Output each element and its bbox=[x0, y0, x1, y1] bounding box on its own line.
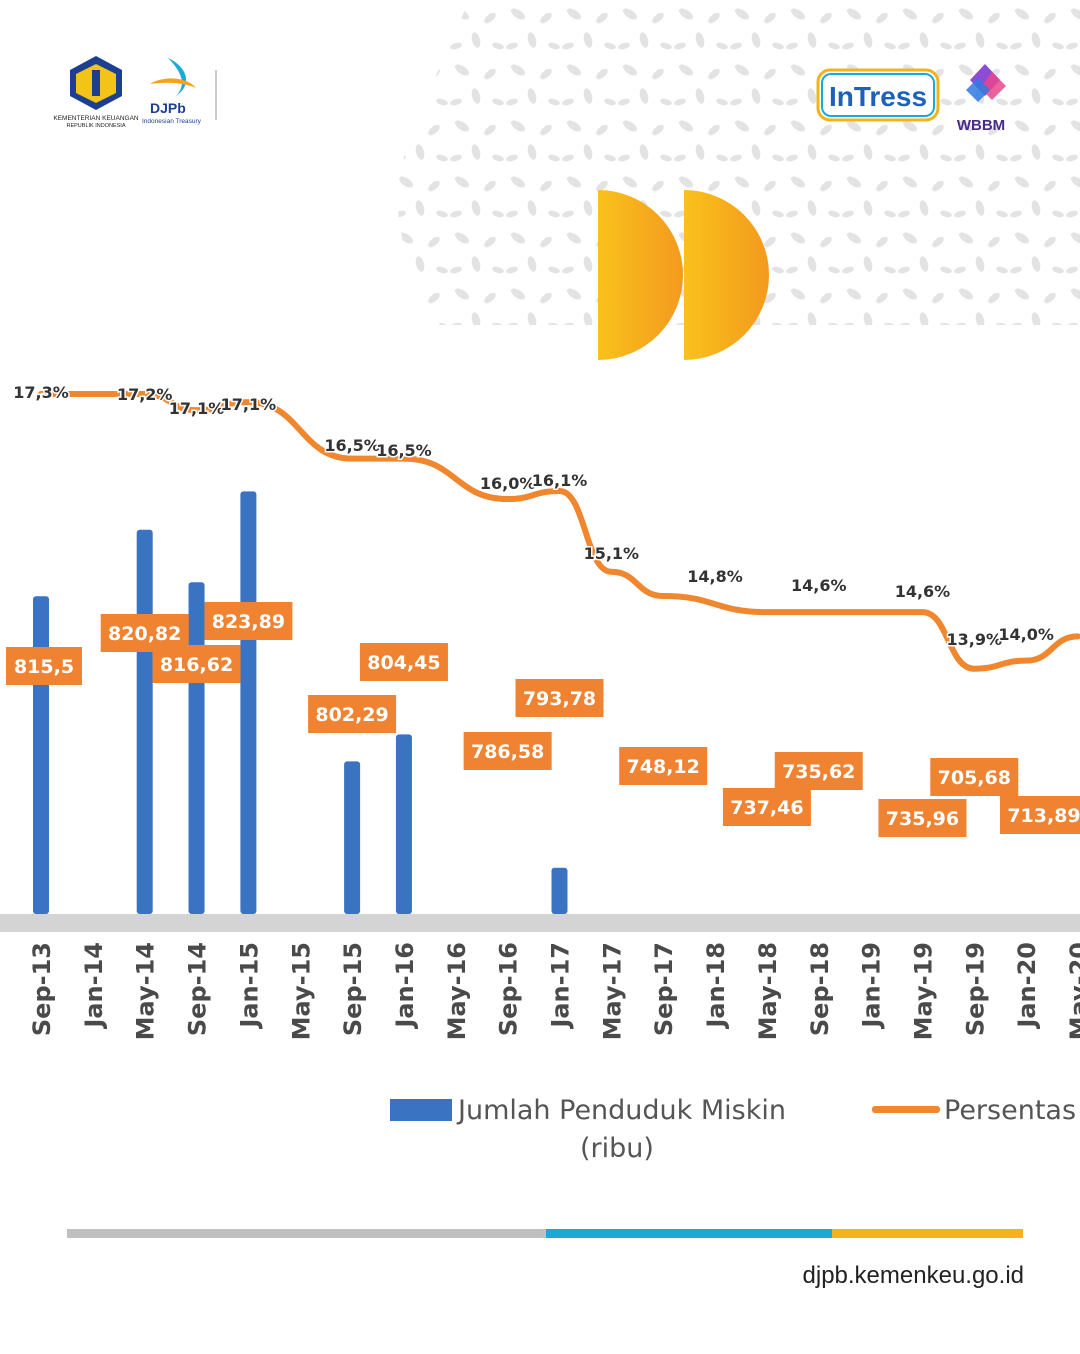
bar-Jan-17 bbox=[551, 867, 568, 914]
legend-bar-label: Jumlah Penduduk Miskin bbox=[456, 1095, 786, 1126]
djpb-logo: DJPb Indonesian Treasury bbox=[142, 58, 202, 125]
bar-label-Sep-16: 786,58 bbox=[471, 741, 544, 763]
x-tick-Sep-16: Sep-16 bbox=[495, 942, 523, 1036]
bar-label-Jan-17: 793,78 bbox=[523, 688, 596, 710]
line-data-labels: 17,3% 17,2%17,1%17,1%16,5%16,5%16,0%16,1%… bbox=[12, 382, 1056, 651]
bar-label-May-18: 737,46 bbox=[730, 797, 803, 819]
x-tick-Sep-18: Sep-18 bbox=[806, 942, 834, 1036]
x-tick-Jan-18: Jan-18 bbox=[702, 942, 730, 1030]
bar-label-box-May-20 bbox=[1000, 796, 1080, 834]
line-label-Jan-17: 16,1% bbox=[532, 471, 588, 490]
x-tick-Jan-19: Jan-19 bbox=[858, 942, 886, 1030]
bar-May-14 bbox=[136, 529, 153, 914]
x-axis-tick-labels: Sep-13 Jan-14 May-14 Sep-14 Jan-15 May-15 Sep-… bbox=[28, 942, 1080, 1040]
bar-Sep-13 bbox=[33, 596, 49, 914]
footer-divider-yellow bbox=[832, 1229, 1023, 1238]
bar-Sep-15 bbox=[344, 761, 361, 914]
bar-label-May-19: 735,96 bbox=[886, 808, 959, 830]
x-tick-Jan-14: Jan-14 bbox=[80, 942, 108, 1030]
bar-label-May-14: 820,82 bbox=[108, 623, 181, 645]
line-label-Jan-20: 14,0% bbox=[998, 625, 1054, 644]
bar-label-Sep-19: 705,68 bbox=[938, 767, 1011, 789]
line-label-Sep-19: 13,9% bbox=[947, 630, 1003, 649]
x-tick-Jan-17: Jan-17 bbox=[547, 942, 575, 1030]
intress-wordmark: InTress bbox=[829, 81, 927, 112]
line-label-May-19: 14,6% bbox=[895, 582, 951, 601]
bar-label-box-Jan-17 bbox=[515, 679, 604, 717]
x-tick-May-16: May-16 bbox=[443, 942, 471, 1040]
legend-bar-swatch bbox=[390, 1099, 452, 1121]
line-label-Sep-16: 16,0% bbox=[480, 474, 536, 493]
bar-label-May-20: 713,89 bbox=[1007, 805, 1080, 827]
line-label-Jan-16: 16,5% bbox=[376, 441, 432, 460]
x-tick-Sep-19: Sep-19 bbox=[961, 942, 989, 1036]
djpb-name: DJPb bbox=[150, 100, 186, 116]
percentage-line bbox=[38, 390, 1080, 672]
bar-label-Sep-14: 816,62 bbox=[160, 654, 233, 676]
line-label-Sep-15: 16,5% bbox=[324, 436, 380, 455]
bar-data-labels: 815,5 820,82 816,62 823,89 802,29 804,45 786,5… bbox=[6, 602, 1080, 837]
footer-divider-gray bbox=[67, 1229, 546, 1238]
x-tick-May-18: May-18 bbox=[754, 942, 782, 1040]
x-tick-Jan-15: Jan-15 bbox=[235, 942, 263, 1030]
line-series bbox=[38, 390, 1080, 672]
x-tick-Jan-20: Jan-20 bbox=[1013, 942, 1041, 1030]
footer-url: djpb.kemenkeu.go.id bbox=[802, 1262, 1024, 1289]
bar-label-Sep-15: 802,29 bbox=[315, 704, 388, 726]
line-label-Jan-15: 17,1% bbox=[221, 395, 277, 414]
line-label-Sep-14: 17,1% bbox=[169, 399, 225, 418]
x-tick-Sep-14: Sep-14 bbox=[184, 942, 212, 1036]
bar-label-Sep-18: 735,62 bbox=[782, 761, 855, 783]
kemenkeu-caption-1: KEMENTERIAN KEUANGAN bbox=[53, 115, 139, 122]
djpb-sub: Indonesian Treasury bbox=[142, 118, 202, 125]
bar-label-Jan-15: 823,89 bbox=[212, 611, 285, 633]
bar-series bbox=[33, 491, 568, 914]
x-tick-Sep-17: Sep-17 bbox=[650, 942, 678, 1036]
wbbm-wordmark: WBBM bbox=[957, 117, 1005, 134]
line-label-Sep-18: 14,6% bbox=[791, 576, 847, 595]
bar-label-Sep-13: 815,5 bbox=[14, 656, 74, 678]
bar-Jan-16 bbox=[395, 734, 412, 914]
x-tick-May-15: May-15 bbox=[287, 942, 315, 1040]
bar-label-box-Sep-15 bbox=[308, 695, 397, 733]
kemenkeu-logo: KEMENTERIAN KEUANGAN REPUBLIK INDONESIA bbox=[53, 56, 139, 129]
x-tick-May-14: May-14 bbox=[132, 942, 160, 1040]
x-tick-May-20: May-20 bbox=[1065, 942, 1080, 1040]
kemenkeu-caption-2: REPUBLIK INDONESIA bbox=[67, 123, 126, 129]
bar-label-Jan-16: 804,45 bbox=[367, 652, 440, 674]
bar-label-box-Jan-15 bbox=[204, 602, 293, 640]
bar-label-box-Sep-16 bbox=[463, 732, 552, 770]
bar-label-box-Sep-18 bbox=[774, 752, 863, 790]
legend-line-label: Persentas bbox=[944, 1095, 1076, 1126]
bar-label-box-May-18 bbox=[722, 788, 811, 826]
wbbm-logo: WBBM bbox=[957, 64, 1006, 134]
bar-label-box-Sep-17 bbox=[619, 747, 708, 785]
bar-Sep-14 bbox=[188, 582, 205, 914]
legend-bar-label-unit: (ribu) bbox=[580, 1133, 654, 1164]
x-tick-May-19: May-19 bbox=[909, 942, 937, 1040]
bar-label-box-Jan-16 bbox=[359, 643, 448, 681]
line-label-Sep-13: 17,3% bbox=[13, 383, 69, 402]
x-tick-Sep-13: Sep-13 bbox=[28, 942, 56, 1036]
bar-Jan-15 bbox=[240, 491, 257, 914]
x-axis-band bbox=[0, 914, 1080, 932]
x-tick-May-17: May-17 bbox=[598, 942, 626, 1040]
half-circle-decoration-2 bbox=[684, 190, 769, 360]
line-label-Jan-18: 14,8% bbox=[687, 567, 743, 586]
intress-logo: InTress bbox=[816, 68, 940, 122]
bar-label-box-Sep-13 bbox=[6, 647, 82, 685]
bar-label-Sep-17: 748,12 bbox=[627, 756, 700, 778]
bar-label-box-May-19 bbox=[878, 799, 967, 837]
bar-label-box-Sep-14 bbox=[152, 645, 241, 683]
half-circle-decoration-1 bbox=[598, 190, 683, 360]
line-label-May-14: 17,2% bbox=[117, 385, 173, 404]
x-tick-Jan-16: Jan-16 bbox=[391, 942, 419, 1030]
legend-line-swatch bbox=[872, 1106, 940, 1113]
footer-divider-cyan bbox=[546, 1229, 832, 1238]
x-tick-Sep-15: Sep-15 bbox=[339, 942, 367, 1036]
line-label-May-17: 15,1% bbox=[584, 544, 640, 563]
bar-label-box-Sep-19 bbox=[930, 758, 1019, 796]
